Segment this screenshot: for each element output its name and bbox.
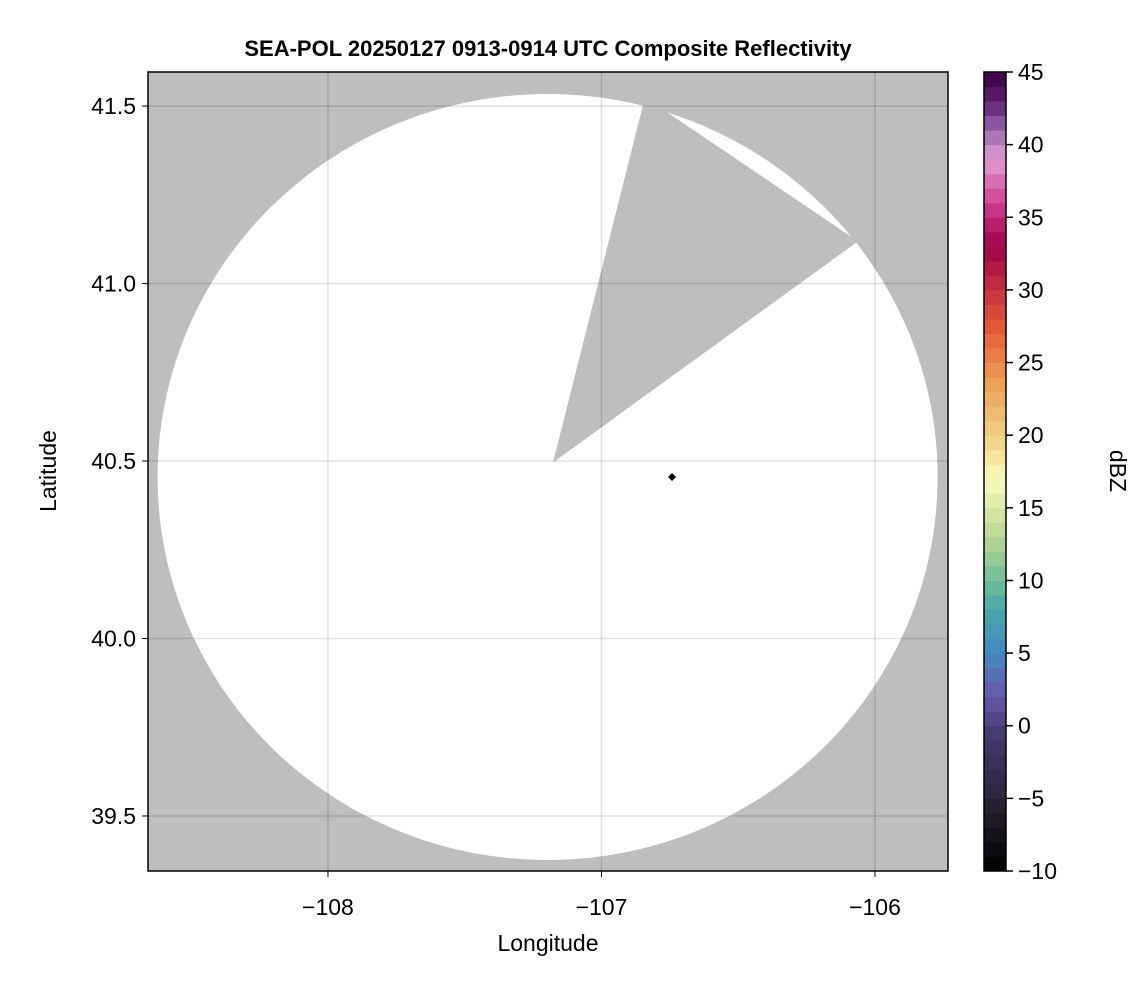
y-tick-label: 40.5: [91, 448, 136, 474]
x-tick-label: −106: [849, 894, 901, 920]
colorbar-bin: [984, 130, 1006, 146]
colorbar-bin: [984, 348, 1006, 364]
colorbar-bin: [984, 449, 1006, 465]
colorbar: −10 −5 0 5 10 15 20 25 30 35 40 45: [983, 59, 1057, 884]
data-layer: [148, 72, 948, 871]
colorbar-bin: [984, 769, 1006, 785]
colorbar-bin: [984, 217, 1006, 233]
colorbar-bin: [984, 362, 1006, 378]
colorbar-bin: [984, 260, 1006, 276]
colorbar-tick-label: 35: [1018, 204, 1044, 230]
chart-title: SEA-POL 20250127 0913-0914 UTC Composite…: [244, 36, 852, 61]
colorbar-tick-label: 15: [1018, 495, 1044, 521]
colorbar-bin: [984, 275, 1006, 291]
colorbar-bin: [984, 653, 1006, 669]
colorbar-bin: [984, 841, 1006, 857]
colorbar-bin: [984, 188, 1006, 204]
colorbar-bin: [984, 711, 1006, 727]
colorbar-tick-label: 25: [1018, 350, 1044, 376]
colorbar-bin: [984, 478, 1006, 494]
colorbar-frame: [983, 71, 1007, 872]
colorbar-bin: [984, 202, 1006, 218]
colorbar-bin: [984, 115, 1006, 131]
colorbar-bin: [984, 246, 1006, 262]
colorbar-bin: [984, 551, 1006, 567]
plot-area: [148, 72, 948, 871]
colorbar-bin: [984, 580, 1006, 596]
colorbar-bin: [984, 72, 1006, 88]
colorbar-bin: [984, 725, 1006, 741]
colorbar-bin: [984, 682, 1006, 698]
colorbar-bin: [984, 420, 1006, 436]
colorbar-bin: [984, 609, 1006, 625]
y-tick-label: 41.5: [91, 93, 136, 119]
colorbar-bin: [984, 798, 1006, 814]
colorbar-bin: [984, 318, 1006, 334]
axes: −108 −107 −106 39.5 40.0 40.5 41.0 41.5: [91, 71, 949, 920]
y-tick-label: 40.0: [91, 626, 136, 652]
colorbar-bin: [984, 231, 1006, 247]
y-axis-label: Latitude: [35, 430, 61, 512]
colorbar-bin: [984, 101, 1006, 117]
colorbar-tick-label: 30: [1018, 277, 1044, 303]
colorbar-tick-label: 0: [1018, 713, 1031, 739]
colorbar-bin: [984, 144, 1006, 160]
colorbar-bin: [984, 173, 1006, 189]
colorbar-bin: [984, 812, 1006, 828]
colorbar-bin: [984, 391, 1006, 407]
x-tick-label: −107: [576, 894, 628, 920]
colorbar-bin: [984, 667, 1006, 683]
colorbar-bin: [984, 856, 1006, 872]
colorbar-tick-label: 20: [1018, 422, 1044, 448]
colorbar-bin: [984, 507, 1006, 523]
blocked-sector-wedge: [553, 97, 859, 463]
colorbar-bin: [984, 638, 1006, 654]
colorbar-tick-label: −10: [1018, 858, 1057, 884]
x-axis-label: Longitude: [497, 930, 598, 956]
colorbar-bin: [984, 696, 1006, 712]
colorbar-bin: [984, 289, 1006, 305]
colorbar-tick-label: 40: [1018, 132, 1044, 158]
x-tick-label: −108: [302, 894, 354, 920]
colorbar-bin: [984, 522, 1006, 538]
colorbar-bin: [984, 86, 1006, 102]
colorbar-bin: [984, 740, 1006, 756]
colorbar-tick-label: 5: [1018, 640, 1031, 666]
colorbar-tick-label: 45: [1018, 59, 1044, 85]
colorbar-bin: [984, 754, 1006, 770]
colorbar-bin: [984, 827, 1006, 843]
colorbar-bin: [984, 565, 1006, 581]
y-tick-label: 39.5: [91, 803, 136, 829]
colorbar-bin: [984, 406, 1006, 422]
colorbar-bin: [984, 159, 1006, 175]
colorbar-bin: [984, 493, 1006, 509]
colorbar-bin: [984, 783, 1006, 799]
colorbar-label: dBZ: [1105, 450, 1131, 492]
colorbar-bin: [984, 464, 1006, 480]
colorbar-bin: [984, 594, 1006, 611]
plot-frame: [147, 71, 949, 872]
colorbar-bin: [984, 624, 1006, 640]
radar-site-marker: [668, 473, 677, 482]
colorbar-tick-label: −5: [1018, 785, 1044, 811]
colorbar-bin: [984, 435, 1006, 451]
y-tick-label: 41.0: [91, 271, 136, 297]
colorbar-bin: [984, 304, 1006, 320]
radar-coverage-area: [157, 94, 938, 860]
colorbar-tick-label: 10: [1018, 567, 1044, 593]
colorbar-bin: [984, 333, 1006, 349]
colorbar-bin: [984, 377, 1006, 393]
colorbar-bin: [984, 536, 1006, 552]
